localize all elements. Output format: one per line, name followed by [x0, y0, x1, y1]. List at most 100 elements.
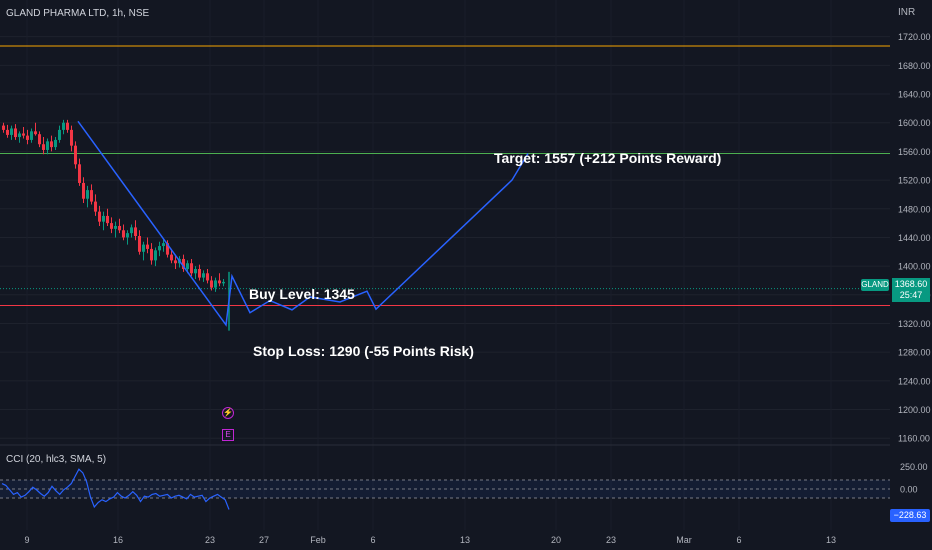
time-axis: 9 16 23 27 Feb 6 13 20 23 Mar 6 13	[24, 535, 836, 545]
candle-body	[138, 236, 141, 252]
candle-body	[126, 233, 129, 238]
candle-body	[2, 125, 5, 130]
time-tick-label: 9	[24, 535, 29, 545]
candle	[6, 124, 9, 138]
candle-body	[98, 211, 101, 222]
candle-body	[38, 134, 41, 145]
stop-annotation[interactable]: Stop Loss: 1290 (-55 Points Risk)	[253, 343, 474, 359]
candle	[26, 129, 29, 145]
price-tick-label: 1200.00	[898, 405, 931, 415]
candle-body	[202, 273, 205, 278]
price-tick-label: 1680.00	[898, 61, 931, 71]
price-tick-label: 1320.00	[898, 319, 931, 329]
earnings-event-icon[interactable]: E	[222, 429, 234, 441]
candle-body	[162, 243, 165, 247]
horizontal-levels	[0, 45, 890, 307]
candle	[86, 185, 89, 208]
candle	[114, 221, 117, 238]
candle-body	[18, 133, 21, 138]
candle	[42, 137, 45, 155]
candle-body	[218, 280, 221, 284]
price-tick-label: 1160.00	[898, 434, 930, 444]
candle-body	[6, 129, 9, 135]
price-tick-label: 1400.00	[898, 262, 931, 272]
candle-body	[26, 135, 29, 140]
candle	[218, 273, 221, 287]
candle-body	[166, 243, 169, 255]
price-tick-label: 1640.00	[898, 90, 931, 100]
cci-value-tag: −228.63	[890, 509, 930, 522]
time-tick-label: 27	[259, 535, 269, 545]
candle	[138, 230, 141, 255]
candle-body	[222, 281, 225, 284]
price-axis: 1160.001200.001240.001280.001320.001360.…	[898, 32, 931, 444]
candle-body	[14, 128, 17, 138]
candle-body	[118, 225, 121, 231]
candle	[30, 128, 33, 143]
buy-annotation[interactable]: Buy Level: 1345	[249, 286, 355, 302]
cci-tick-label: 250.00	[900, 462, 928, 472]
candle	[194, 266, 197, 280]
candle-body	[30, 131, 33, 140]
candle	[158, 241, 161, 257]
candle-body	[142, 244, 145, 252]
candle-body	[70, 129, 73, 146]
candle	[174, 254, 177, 269]
price-tick-label: 1720.00	[898, 32, 931, 42]
candle	[90, 184, 93, 205]
cci-tick-label: 0.00	[900, 485, 918, 495]
candle	[22, 127, 25, 139]
projection-polyline	[77, 120, 529, 327]
price-tick-label: 1440.00	[898, 233, 931, 243]
candle-body	[78, 164, 81, 183]
candle	[38, 131, 41, 148]
candle	[54, 137, 57, 150]
chart-title: GLAND PHARMA LTD, 1h, NSE	[6, 8, 150, 19]
candle	[118, 218, 121, 234]
candle-body	[190, 263, 193, 274]
candle-body	[82, 182, 85, 199]
candle	[162, 238, 165, 252]
candles	[2, 119, 230, 331]
time-tick-label: 23	[606, 535, 616, 545]
candle-body	[150, 248, 153, 261]
candle-body	[186, 263, 189, 269]
candle-body	[66, 122, 69, 130]
target-annotation[interactable]: Target: 1557 (+212 Points Reward)	[494, 150, 722, 166]
candle	[206, 268, 209, 284]
candle-body	[62, 122, 65, 130]
indicator-title[interactable]: CCI (20, hlc3, SMA, 5)	[6, 454, 107, 465]
bar-countdown: 25:47	[899, 290, 923, 300]
candle	[150, 243, 153, 265]
candle	[106, 208, 109, 226]
candle-body	[110, 223, 113, 229]
candle-body	[34, 131, 37, 135]
candle-body	[158, 246, 161, 251]
candle	[98, 205, 101, 226]
split-event-icon[interactable]: ⚡	[222, 407, 234, 419]
candle-body	[154, 250, 157, 261]
candle	[202, 270, 205, 282]
candle	[198, 264, 201, 281]
candle-body	[22, 133, 25, 136]
candle	[126, 230, 129, 245]
price-tick-label: 1520.00	[898, 176, 931, 186]
candle-body	[102, 215, 105, 222]
candle-body	[130, 227, 133, 234]
cci-line	[1, 468, 230, 510]
candle	[110, 217, 113, 234]
candle-body	[170, 254, 173, 261]
candle	[122, 224, 125, 241]
candle-body	[10, 128, 13, 135]
last-price-tag: 1368.60 25:47	[892, 278, 930, 302]
price-tick-label: 1560.00	[898, 147, 931, 157]
candle-body	[94, 201, 97, 212]
candle-body	[42, 144, 45, 150]
time-tick-label: 16	[113, 535, 123, 545]
price-tick-label: 1280.00	[898, 348, 931, 358]
candle	[70, 125, 73, 152]
candle	[14, 124, 17, 140]
time-tick-label: Feb	[310, 535, 326, 545]
candle	[46, 138, 49, 155]
